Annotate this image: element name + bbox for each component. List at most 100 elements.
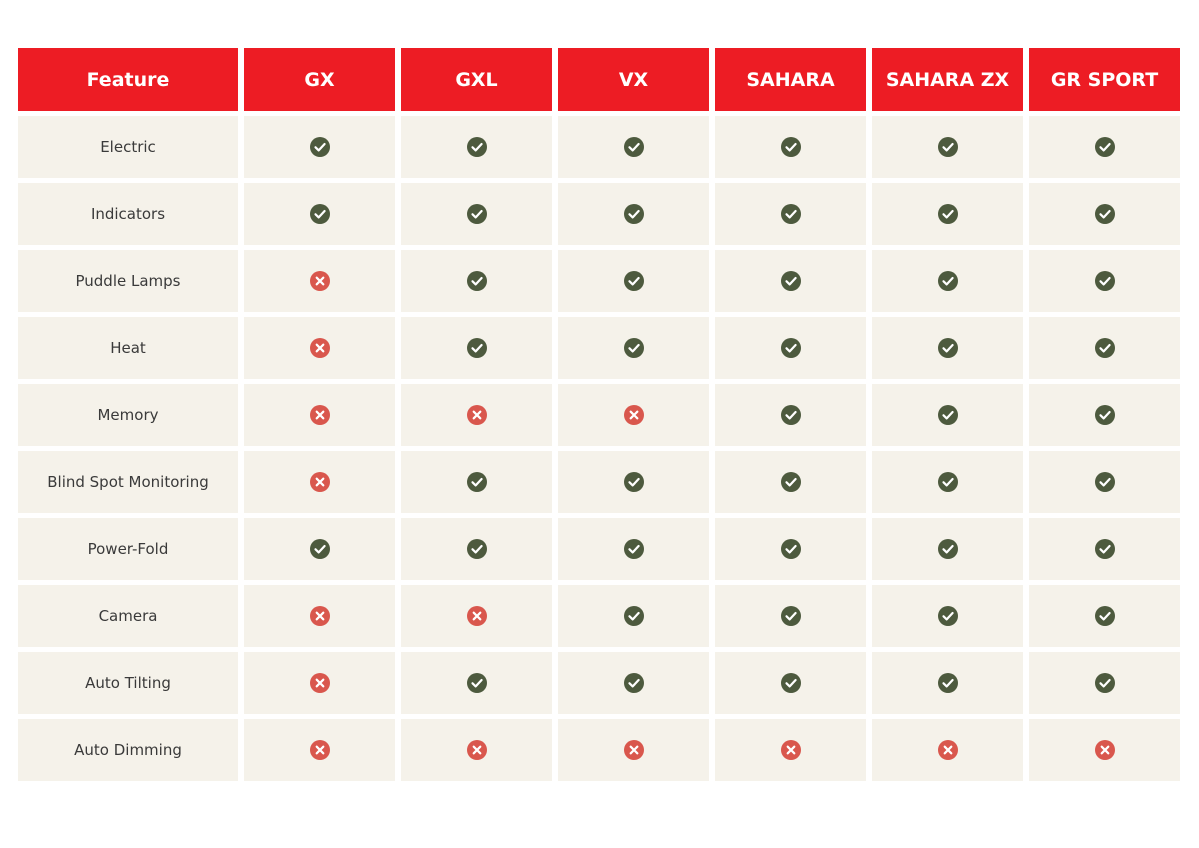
value-cell: [244, 116, 395, 178]
value-cell: [1029, 250, 1180, 312]
check-icon: [937, 271, 958, 291]
cross-icon: [309, 271, 330, 291]
check-icon: [780, 137, 801, 157]
value-cell: [558, 719, 709, 781]
value-cell: [244, 451, 395, 513]
check-icon: [780, 606, 801, 626]
check-icon: [937, 405, 958, 425]
cross-icon: [309, 606, 330, 626]
cross-icon: [466, 606, 487, 626]
check-icon: [937, 606, 958, 626]
feature-label: Indicators: [18, 183, 238, 245]
value-cell: [401, 384, 552, 446]
value-cell: [558, 652, 709, 714]
check-icon: [466, 673, 487, 693]
value-cell: [244, 317, 395, 379]
value-cell: [558, 518, 709, 580]
header-cell: GXL: [401, 48, 552, 111]
feature-label: Memory: [18, 384, 238, 446]
value-cell: [401, 518, 552, 580]
check-icon: [1094, 338, 1115, 358]
check-icon: [623, 338, 644, 358]
value-cell: [715, 451, 866, 513]
check-icon: [309, 137, 330, 157]
value-cell: [244, 652, 395, 714]
header-cell: SAHARA: [715, 48, 866, 111]
check-icon: [466, 472, 487, 492]
check-icon: [1094, 673, 1115, 693]
value-cell: [1029, 384, 1180, 446]
check-icon: [623, 606, 644, 626]
header-cell: SAHARA ZX: [872, 48, 1023, 111]
cross-icon: [309, 673, 330, 693]
check-icon: [1094, 472, 1115, 492]
check-icon: [1094, 137, 1115, 157]
value-cell: [715, 384, 866, 446]
value-cell: [1029, 451, 1180, 513]
cross-icon: [466, 740, 487, 760]
value-cell: [558, 451, 709, 513]
cross-icon: [309, 405, 330, 425]
value-cell: [872, 652, 1023, 714]
check-icon: [623, 673, 644, 693]
check-icon: [1094, 204, 1115, 224]
value-cell: [872, 317, 1023, 379]
cross-icon: [466, 405, 487, 425]
check-icon: [1094, 405, 1115, 425]
cross-icon: [309, 472, 330, 492]
value-cell: [558, 585, 709, 647]
value-cell: [558, 183, 709, 245]
check-icon: [466, 137, 487, 157]
check-icon: [780, 472, 801, 492]
check-icon: [780, 539, 801, 559]
check-icon: [937, 204, 958, 224]
check-icon: [937, 137, 958, 157]
value-cell: [872, 585, 1023, 647]
value-cell: [715, 250, 866, 312]
value-cell: [558, 250, 709, 312]
feature-label: Electric: [18, 116, 238, 178]
feature-label: Auto Tilting: [18, 652, 238, 714]
cross-icon: [309, 740, 330, 760]
check-icon: [309, 204, 330, 224]
check-icon: [937, 338, 958, 358]
value-cell: [401, 585, 552, 647]
value-cell: [872, 384, 1023, 446]
header-cell: GR SPORT: [1029, 48, 1180, 111]
value-cell: [715, 183, 866, 245]
value-cell: [244, 384, 395, 446]
check-icon: [623, 472, 644, 492]
value-cell: [715, 719, 866, 781]
cross-icon: [937, 740, 958, 760]
value-cell: [872, 518, 1023, 580]
feature-label: Camera: [18, 585, 238, 647]
value-cell: [872, 116, 1023, 178]
check-icon: [780, 338, 801, 358]
value-cell: [1029, 719, 1180, 781]
value-cell: [558, 384, 709, 446]
check-icon: [780, 405, 801, 425]
value-cell: [401, 116, 552, 178]
feature-label: Heat: [18, 317, 238, 379]
value-cell: [401, 250, 552, 312]
feature-label: Blind Spot Monitoring: [18, 451, 238, 513]
cross-icon: [780, 740, 801, 760]
check-icon: [937, 673, 958, 693]
value-cell: [1029, 183, 1180, 245]
check-icon: [623, 137, 644, 157]
check-icon: [1094, 271, 1115, 291]
value-cell: [244, 183, 395, 245]
check-icon: [623, 271, 644, 291]
check-icon: [466, 338, 487, 358]
feature-label: Power-Fold: [18, 518, 238, 580]
check-icon: [780, 204, 801, 224]
value-cell: [1029, 317, 1180, 379]
feature-label: Puddle Lamps: [18, 250, 238, 312]
value-cell: [715, 317, 866, 379]
value-cell: [401, 652, 552, 714]
cross-icon: [309, 338, 330, 358]
value-cell: [1029, 518, 1180, 580]
value-cell: [872, 719, 1023, 781]
check-icon: [1094, 539, 1115, 559]
